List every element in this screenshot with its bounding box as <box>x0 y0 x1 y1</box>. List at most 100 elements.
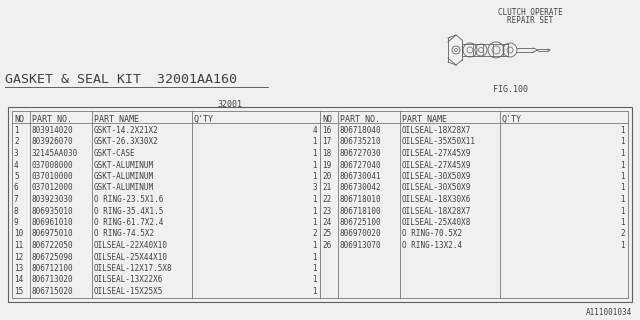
Text: 1: 1 <box>312 149 317 158</box>
Text: 8: 8 <box>14 206 19 215</box>
Text: O RING-74.5X2: O RING-74.5X2 <box>94 229 154 238</box>
Text: 1: 1 <box>620 195 625 204</box>
Text: REPAIR SET: REPAIR SET <box>507 16 553 25</box>
Text: 806713020: 806713020 <box>32 276 74 284</box>
Text: 1: 1 <box>620 161 625 170</box>
Text: 1: 1 <box>312 206 317 215</box>
Text: 1: 1 <box>620 138 625 147</box>
Text: 806730042: 806730042 <box>340 183 381 193</box>
Text: 1: 1 <box>620 218 625 227</box>
Text: 806725100: 806725100 <box>340 218 381 227</box>
Text: 3: 3 <box>312 183 317 193</box>
Text: 1: 1 <box>312 218 317 227</box>
Text: 806727030: 806727030 <box>340 149 381 158</box>
Text: 1: 1 <box>620 172 625 181</box>
Text: 803926070: 803926070 <box>32 138 74 147</box>
Text: 2: 2 <box>312 229 317 238</box>
Text: Q'TY: Q'TY <box>194 115 214 124</box>
Text: O RING-23.5X1.6: O RING-23.5X1.6 <box>94 195 163 204</box>
Text: 1: 1 <box>312 195 317 204</box>
Text: 803914020: 803914020 <box>32 126 74 135</box>
Text: 806725090: 806725090 <box>32 252 74 261</box>
Text: 1: 1 <box>620 126 625 135</box>
Text: GSKT-26.3X30X2: GSKT-26.3X30X2 <box>94 138 159 147</box>
Text: 1: 1 <box>312 241 317 250</box>
Text: O RING-35.4X1.5: O RING-35.4X1.5 <box>94 206 163 215</box>
Text: 037010000: 037010000 <box>32 172 74 181</box>
Text: O RING-70.5X2: O RING-70.5X2 <box>402 229 462 238</box>
Text: GSKT-CASE: GSKT-CASE <box>94 149 136 158</box>
Text: OILSEAL-25X44X10: OILSEAL-25X44X10 <box>94 252 168 261</box>
Text: PART NAME: PART NAME <box>94 115 139 124</box>
Text: NO: NO <box>322 115 332 124</box>
Text: 806970020: 806970020 <box>340 229 381 238</box>
Text: 806727040: 806727040 <box>340 161 381 170</box>
Text: 9: 9 <box>14 218 19 227</box>
Text: 806712100: 806712100 <box>32 264 74 273</box>
Text: 23: 23 <box>322 206 332 215</box>
Text: 1: 1 <box>312 172 317 181</box>
Text: 803923030: 803923030 <box>32 195 74 204</box>
Text: 25: 25 <box>322 229 332 238</box>
Text: 1: 1 <box>620 206 625 215</box>
Text: 1: 1 <box>312 161 317 170</box>
Text: OILSEAL-15X25X5: OILSEAL-15X25X5 <box>94 287 163 296</box>
Text: 806722050: 806722050 <box>32 241 74 250</box>
Text: OILSEAL-18X28X7: OILSEAL-18X28X7 <box>402 206 472 215</box>
Text: 20: 20 <box>322 172 332 181</box>
Text: 037008000: 037008000 <box>32 161 74 170</box>
Text: 18: 18 <box>322 149 332 158</box>
Text: OILSEAL-30X50X9: OILSEAL-30X50X9 <box>402 172 472 181</box>
Text: OILSEAL-18X30X6: OILSEAL-18X30X6 <box>402 195 472 204</box>
Bar <box>12 111 628 298</box>
Text: 806961010: 806961010 <box>32 218 74 227</box>
Text: 10: 10 <box>14 229 23 238</box>
Text: 806735210: 806735210 <box>340 138 381 147</box>
Text: GSKT-ALUMINUM: GSKT-ALUMINUM <box>94 172 154 181</box>
Text: 1: 1 <box>620 241 625 250</box>
Text: GSKT-14.2X21X2: GSKT-14.2X21X2 <box>94 126 159 135</box>
Text: 16: 16 <box>322 126 332 135</box>
Text: Q'TY: Q'TY <box>502 115 522 124</box>
Text: 19: 19 <box>322 161 332 170</box>
Text: GSKT-ALUMINUM: GSKT-ALUMINUM <box>94 161 154 170</box>
Text: 6: 6 <box>14 183 19 193</box>
Text: 17: 17 <box>322 138 332 147</box>
Text: 806975010: 806975010 <box>32 229 74 238</box>
Text: O RING-61.7X2.4: O RING-61.7X2.4 <box>94 218 163 227</box>
Text: OILSEAL-12X17.5X8: OILSEAL-12X17.5X8 <box>94 264 173 273</box>
Text: 13: 13 <box>14 264 23 273</box>
Text: 5: 5 <box>14 172 19 181</box>
Text: 1: 1 <box>312 264 317 273</box>
Text: OILSEAL-27X45X9: OILSEAL-27X45X9 <box>402 149 472 158</box>
Text: 22: 22 <box>322 195 332 204</box>
Text: 2: 2 <box>620 229 625 238</box>
Text: 32145AA030: 32145AA030 <box>32 149 78 158</box>
Text: PART NO.: PART NO. <box>32 115 72 124</box>
Text: OILSEAL-22X40X10: OILSEAL-22X40X10 <box>94 241 168 250</box>
Text: PART NAME: PART NAME <box>402 115 447 124</box>
Text: O RING-13X2.4: O RING-13X2.4 <box>402 241 462 250</box>
Text: 806718040: 806718040 <box>340 126 381 135</box>
Text: 32001: 32001 <box>218 100 243 109</box>
Bar <box>8 107 632 302</box>
Text: NO: NO <box>14 115 24 124</box>
Text: 14: 14 <box>14 276 23 284</box>
Text: OILSEAL-35X50X11: OILSEAL-35X50X11 <box>402 138 476 147</box>
Text: 12: 12 <box>14 252 23 261</box>
Text: 26: 26 <box>322 241 332 250</box>
Text: 3: 3 <box>14 149 19 158</box>
Text: 1: 1 <box>312 287 317 296</box>
Text: 806718010: 806718010 <box>340 195 381 204</box>
Text: 7: 7 <box>14 195 19 204</box>
Text: PART NO.: PART NO. <box>340 115 380 124</box>
Text: 2: 2 <box>14 138 19 147</box>
Text: 4: 4 <box>312 126 317 135</box>
Text: A111001034: A111001034 <box>586 308 632 317</box>
Text: 806715020: 806715020 <box>32 287 74 296</box>
Text: 806730041: 806730041 <box>340 172 381 181</box>
Text: OILSEAL-25X40X8: OILSEAL-25X40X8 <box>402 218 472 227</box>
Text: 806935010: 806935010 <box>32 206 74 215</box>
Text: GSKT-ALUMINUM: GSKT-ALUMINUM <box>94 183 154 193</box>
Text: 21: 21 <box>322 183 332 193</box>
